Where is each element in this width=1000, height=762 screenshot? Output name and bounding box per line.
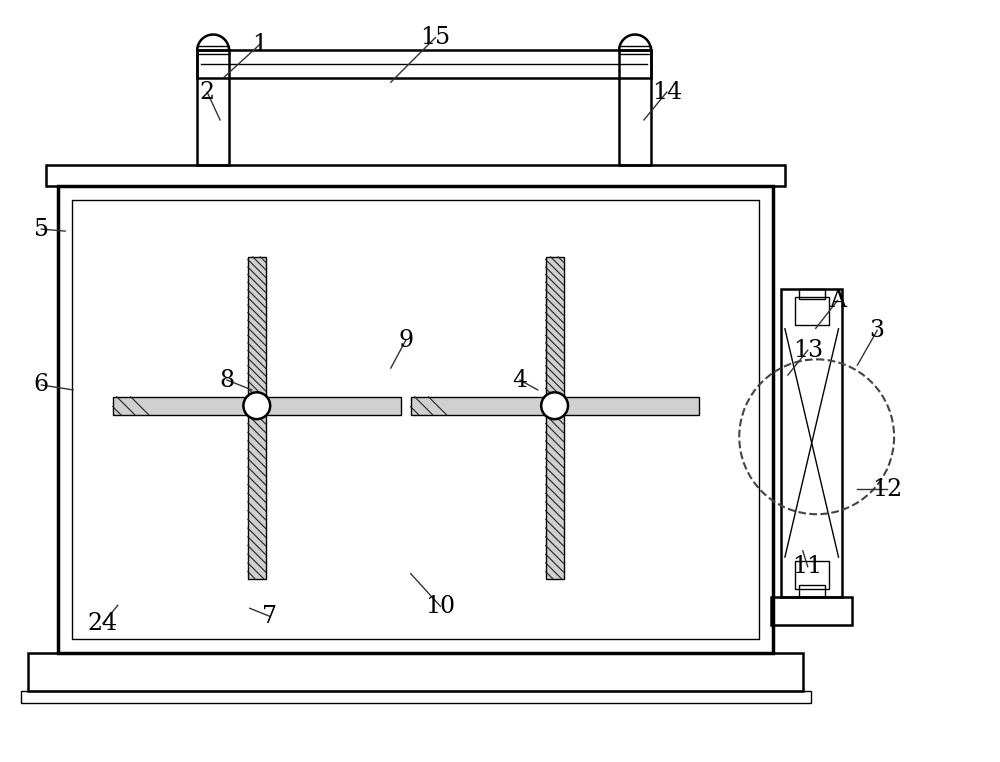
Text: 12: 12: [872, 478, 902, 501]
Bar: [72, 200, 759, 639]
Bar: [21, 690, 811, 703]
Text: A: A: [829, 289, 846, 312]
Text: 10: 10: [425, 595, 455, 618]
Text: 6: 6: [34, 373, 49, 396]
Bar: [619, 50, 651, 165]
Bar: [28, 653, 803, 690]
Bar: [248, 405, 266, 579]
Bar: [546, 405, 564, 579]
Bar: [248, 257, 266, 405]
Text: 5: 5: [34, 218, 49, 241]
Circle shape: [243, 392, 270, 419]
Text: 11: 11: [793, 555, 823, 578]
Bar: [58, 187, 773, 653]
Bar: [795, 297, 829, 325]
Text: 14: 14: [652, 81, 682, 104]
Text: 15: 15: [420, 26, 451, 49]
Text: 8: 8: [219, 369, 235, 392]
Bar: [795, 561, 829, 589]
Text: 4: 4: [512, 369, 527, 392]
Text: 9: 9: [398, 328, 413, 352]
Bar: [411, 397, 699, 415]
Text: 1: 1: [252, 33, 267, 56]
Text: 13: 13: [793, 339, 823, 362]
Bar: [799, 585, 825, 597]
Bar: [771, 597, 852, 625]
Bar: [197, 50, 651, 78]
Text: 3: 3: [870, 319, 885, 342]
Bar: [197, 46, 229, 54]
Bar: [197, 50, 229, 165]
Text: 24: 24: [88, 612, 118, 635]
Text: 7: 7: [262, 605, 277, 628]
Bar: [46, 165, 785, 187]
Bar: [546, 257, 564, 405]
Text: 2: 2: [200, 81, 215, 104]
Circle shape: [541, 392, 568, 419]
Bar: [619, 46, 651, 54]
Bar: [113, 397, 401, 415]
Bar: [799, 289, 825, 299]
Bar: [781, 289, 842, 597]
